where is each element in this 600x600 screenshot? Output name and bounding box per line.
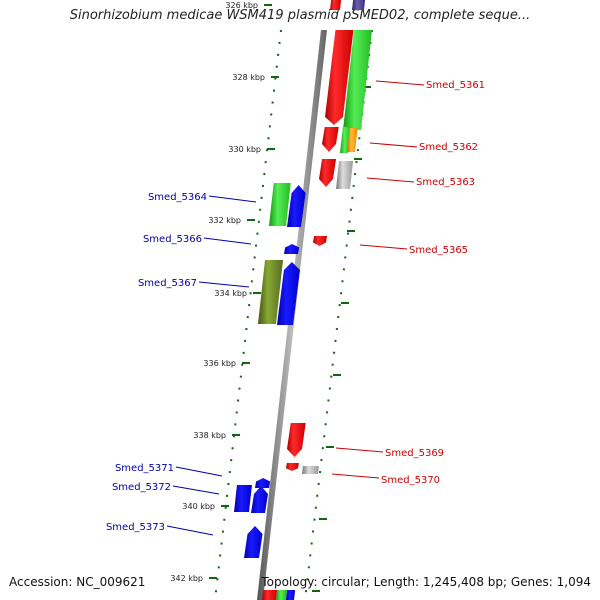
gene-feature-smed-5372[interactable] [251,486,268,513]
gene-feature-smed-5364[interactable] [287,185,306,227]
gene-feature-smed-5361[interactable] [325,30,354,125]
axis-tick-label: 342 kbp [170,574,203,583]
gene-label[interactable]: Smed_5373 [106,522,165,533]
axis-tick-label: 340 kbp [182,502,215,511]
gene-label[interactable]: Smed_5363 [416,177,475,188]
label-leader-line [198,281,250,288]
gene-feature-smed-5371[interactable] [255,478,271,488]
label-leader-line [369,142,418,148]
gene-feature-smed-5373[interactable] [244,526,263,558]
gene-feature-smed-5370-gray[interactable] [302,466,319,474]
gene-feature-smed-5367[interactable] [277,262,300,325]
gene-feature-smed-5367-olive[interactable] [258,260,284,324]
gene-feature-smed-5369[interactable] [287,423,306,457]
topology-summary: Topology: circular; Length: 1,245,408 bp… [261,575,591,589]
gene-label[interactable]: Smed_5365 [409,245,468,256]
label-leader-line [175,466,223,477]
gene-labels: Smed_5361 Smed_5362 Smed_5363 Smed_5364 Smed… [106,80,485,536]
gene-label[interactable]: Smed_5371 [115,463,174,474]
gene-feature-smed-5362[interactable] [322,127,339,152]
gene-feature-smed-5363-gray[interactable] [336,161,354,189]
gene-label[interactable]: Smed_5362 [419,142,478,153]
axis-tick-label: 332 kbp [208,216,241,225]
gene-feature-smed-5370[interactable] [286,463,299,471]
axis-tick-label: 326 kbp [225,1,258,10]
map-title: Sinorhizobium medicae WSM419 plasmid pSM… [69,8,531,23]
gene-feature-purple-top[interactable] [352,0,366,10]
gene-feature-green-5361[interactable] [343,30,372,130]
gene-feature-smed-5366[interactable] [284,244,300,254]
label-leader-line [359,244,408,250]
gene-feature-smed-5365[interactable] [313,236,328,246]
label-leader-line [172,485,220,495]
axis-tick-label: 330 kbp [228,145,261,154]
axis-ticks: 326 kbp 328 kbp 330 kbp 332 kbp 334 kbp 336 k… [170,1,371,592]
label-leader-line [331,473,380,479]
label-leader-line [208,195,257,203]
label-leader-line [375,80,425,86]
axis-tick-label: 338 kbp [193,431,226,440]
gene-feature-bottom-blue[interactable] [286,590,296,600]
gene-label[interactable]: Smed_5366 [143,234,202,245]
accession-text: Accession: NC_009621 [9,575,146,589]
gene-label[interactable]: Smed_5370 [381,475,440,486]
gene-feature-smed-5372-a[interactable] [234,485,252,512]
gene-label[interactable]: Smed_5369 [385,448,444,459]
label-leader-line [335,447,384,453]
label-leader-line [203,237,252,245]
gene-feature-bottom-green[interactable] [276,590,288,600]
gene-feature-bottom-red[interactable] [262,590,278,600]
gene-feature-smed-5364-green[interactable] [269,183,291,226]
gene-features [234,0,372,600]
gene-label[interactable]: Smed_5367 [138,278,197,289]
label-leader-line [366,177,415,183]
label-leader-line [166,525,214,536]
axis-tick-label: 336 kbp [203,359,236,368]
axis-tick-label: 328 kbp [232,73,265,82]
gene-label[interactable]: Smed_5364 [148,192,207,203]
gene-feature-red-top[interactable] [330,0,342,10]
gene-label[interactable]: Smed_5372 [112,482,171,493]
gene-label[interactable]: Smed_5361 [426,80,485,91]
gene-feature-smed-5362-orange[interactable] [347,128,358,152]
gene-feature-smed-5363[interactable] [319,159,337,187]
axis-tick-label: 334 kbp [214,289,247,298]
